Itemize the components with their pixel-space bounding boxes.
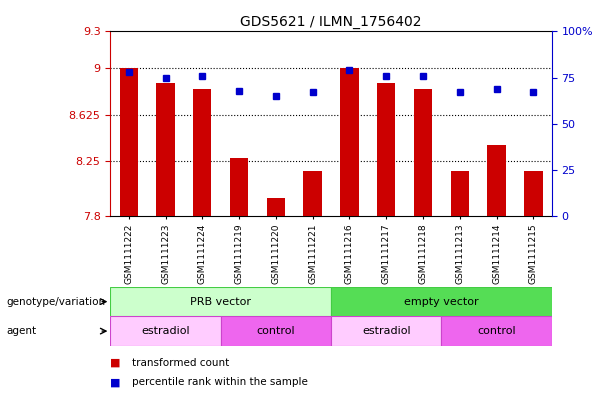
Text: estradiol: estradiol	[141, 326, 190, 336]
Bar	[331, 316, 441, 346]
Bar	[156, 83, 175, 216]
Text: genotype/variation: genotype/variation	[6, 297, 105, 307]
Bar	[340, 68, 359, 216]
Text: percentile rank within the sample: percentile rank within the sample	[132, 377, 308, 387]
Bar	[303, 171, 322, 216]
Bar	[414, 89, 432, 216]
Bar	[377, 83, 395, 216]
Bar	[267, 198, 285, 216]
Text: PRB vector: PRB vector	[190, 297, 251, 307]
Text: agent: agent	[6, 326, 36, 336]
Bar	[524, 171, 543, 216]
Text: control: control	[256, 326, 295, 336]
Bar	[230, 158, 248, 216]
Bar	[441, 316, 552, 346]
Bar	[120, 68, 138, 216]
Title: GDS5621 / ILMN_1756402: GDS5621 / ILMN_1756402	[240, 15, 422, 29]
Text: transformed count: transformed count	[132, 358, 229, 367]
Text: estradiol: estradiol	[362, 326, 411, 336]
Text: control: control	[477, 326, 516, 336]
Bar	[451, 171, 469, 216]
Bar	[193, 89, 211, 216]
Text: empty vector: empty vector	[404, 297, 479, 307]
Bar	[331, 287, 552, 316]
Bar	[110, 287, 331, 316]
Bar	[221, 316, 331, 346]
Bar	[487, 145, 506, 216]
Bar	[110, 316, 221, 346]
Text: ■: ■	[110, 358, 121, 367]
Text: ■: ■	[110, 377, 121, 387]
